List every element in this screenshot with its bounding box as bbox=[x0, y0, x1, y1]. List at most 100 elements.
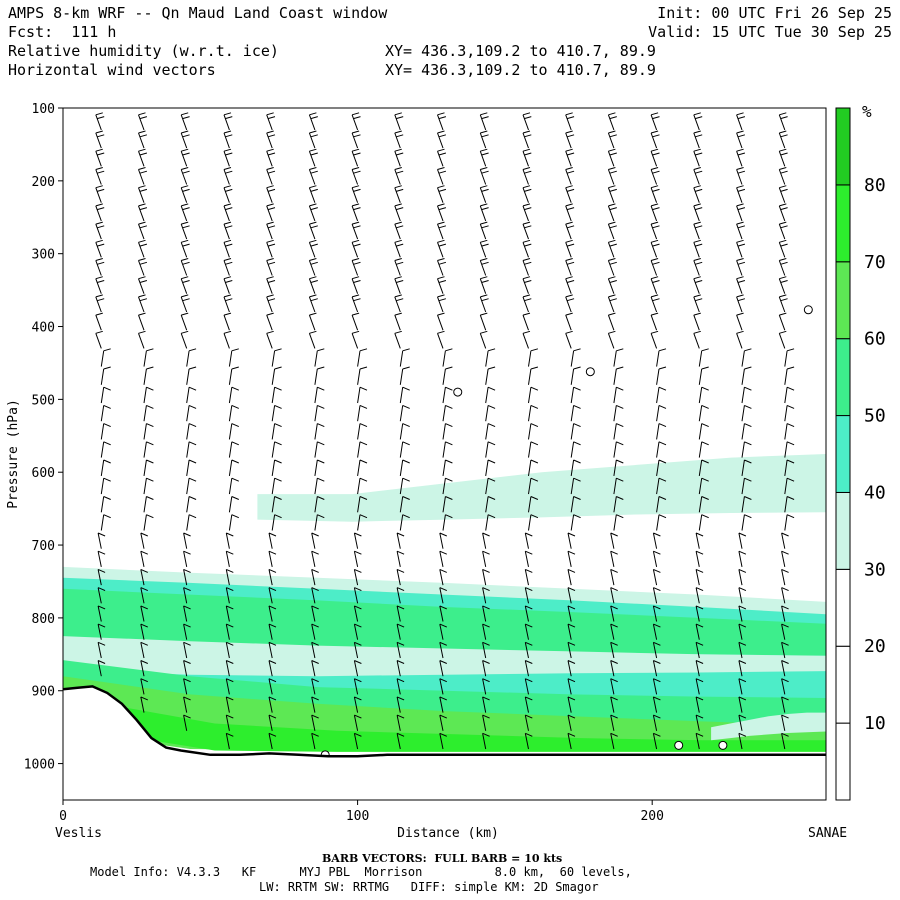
wind-barb-390 bbox=[565, 330, 573, 349]
wind-barb-476 bbox=[652, 623, 661, 640]
model-info-line-1: Model Info: V4.3.3 KF MYJ PBL Morrison 8… bbox=[90, 865, 632, 879]
wind-barb-294 bbox=[442, 496, 453, 513]
wind-barb-175 bbox=[308, 239, 318, 258]
wind-barb-292 bbox=[442, 459, 453, 476]
wind-barb-536 bbox=[741, 441, 752, 458]
wind-barb-404 bbox=[567, 587, 576, 604]
wind-barb-92 bbox=[183, 623, 191, 640]
wind-barb-321 bbox=[485, 348, 496, 367]
wind-barb-20 bbox=[100, 477, 111, 495]
wind-barb-253 bbox=[399, 386, 410, 404]
wind-barb-576 bbox=[781, 532, 789, 549]
wind-barb-112 bbox=[228, 366, 239, 385]
wind-barb-421 bbox=[607, 258, 617, 276]
wind-barb-85 bbox=[186, 496, 197, 513]
wind-barb-517 bbox=[695, 732, 704, 750]
wind-barb-497 bbox=[698, 366, 709, 385]
wind-barb-45 bbox=[143, 366, 154, 385]
colorbar-label-4: 50 bbox=[864, 406, 886, 427]
wind-barb-239 bbox=[394, 130, 404, 149]
wind-barb-129 bbox=[225, 678, 234, 695]
wind-barb-27 bbox=[97, 605, 106, 622]
wind-barb-260 bbox=[399, 514, 410, 531]
wind-barb-8 bbox=[95, 258, 105, 276]
wind-barb-86 bbox=[186, 514, 197, 531]
wind-barb-538 bbox=[741, 477, 752, 495]
wind-barb-553 bbox=[778, 112, 788, 131]
wind-barb-471 bbox=[652, 532, 661, 549]
wind-barb-414 bbox=[607, 130, 617, 149]
wind-barb-183 bbox=[314, 386, 325, 404]
wind-barb-65 bbox=[180, 130, 190, 149]
wind-barb-544 bbox=[738, 587, 747, 604]
wind-barb-280 bbox=[437, 239, 447, 258]
wind-barb-425 bbox=[607, 330, 616, 349]
wind-barb-313 bbox=[479, 203, 489, 222]
wind-barb-94 bbox=[183, 660, 191, 677]
wind-barb-126 bbox=[225, 623, 234, 640]
wind-barb-431 bbox=[613, 441, 624, 458]
colorbar-segment-7 bbox=[835, 184, 851, 263]
wind-barb-377 bbox=[524, 732, 533, 750]
wind-barb-68 bbox=[180, 185, 190, 203]
wind-barb-428 bbox=[613, 386, 624, 404]
wind-barb-322 bbox=[485, 366, 496, 385]
wind-barb-33 bbox=[138, 148, 148, 167]
wind-barb-429 bbox=[613, 404, 624, 422]
wind-barb-508 bbox=[695, 568, 704, 586]
wind-barb-259 bbox=[399, 496, 410, 513]
colorbar-segment-6 bbox=[835, 261, 851, 340]
wind-barb-167 bbox=[268, 732, 277, 750]
wind-barb-311 bbox=[479, 167, 489, 185]
wind-barb-159 bbox=[268, 587, 277, 604]
wind-barb-534 bbox=[741, 404, 752, 422]
wind-barb-95 bbox=[183, 678, 191, 695]
wind-barb-502 bbox=[698, 459, 709, 476]
wind-barb-289 bbox=[442, 404, 453, 422]
wind-barb-526 bbox=[736, 258, 746, 276]
wind-barb-149 bbox=[271, 404, 282, 422]
terrain-line bbox=[62, 685, 826, 758]
wind-barb-317 bbox=[479, 276, 489, 294]
wind-barb-298 bbox=[439, 568, 447, 586]
wind-barb-47 bbox=[143, 404, 154, 422]
wind-barb-535 bbox=[741, 423, 752, 440]
wind-barb-104 bbox=[223, 221, 233, 240]
wind-barb-127 bbox=[225, 641, 234, 659]
wind-barb-398 bbox=[570, 477, 581, 495]
wind-barb-580 bbox=[781, 605, 789, 622]
wind-barb-300 bbox=[439, 605, 447, 622]
wind-barb-506 bbox=[695, 532, 704, 549]
wind-barb-222 bbox=[357, 459, 368, 476]
wind-barb-158 bbox=[268, 568, 277, 586]
wind-barb-252 bbox=[399, 366, 410, 385]
wind-barb-407 bbox=[567, 641, 576, 659]
wind-barb-248 bbox=[394, 294, 404, 313]
wind-barb-115 bbox=[228, 423, 239, 440]
wind-barb-144 bbox=[266, 312, 274, 331]
wind-barb-442 bbox=[610, 641, 618, 659]
wind-barb-393 bbox=[570, 386, 581, 404]
wind-barb-560 bbox=[778, 239, 788, 258]
wind-barb-98 bbox=[223, 112, 233, 131]
wind-barb-251 bbox=[399, 348, 410, 367]
wind-barb-518 bbox=[736, 112, 746, 131]
wind-barb-475 bbox=[652, 605, 661, 622]
wind-barb-82 bbox=[186, 441, 197, 458]
wind-barb-447 bbox=[610, 732, 618, 750]
wind-barb-205 bbox=[351, 148, 361, 167]
barb-note: BARB VECTORS: FULL BARB = 10 kts bbox=[322, 852, 563, 865]
wind-barb-422 bbox=[607, 276, 617, 294]
wind-barb-282 bbox=[437, 276, 447, 294]
wind-barb-83 bbox=[186, 459, 197, 476]
wind-barb-419 bbox=[607, 221, 617, 240]
y-tick-label-9: 1000 bbox=[24, 758, 55, 773]
wind-barb-465 bbox=[656, 423, 667, 440]
wind-barb-450 bbox=[650, 148, 660, 167]
wind-barb-242 bbox=[394, 185, 404, 203]
wind-barb-19 bbox=[100, 459, 111, 476]
wind-barb-587 bbox=[781, 732, 789, 750]
wind-barb-46 bbox=[143, 386, 154, 404]
wind-barb-11 bbox=[95, 312, 103, 331]
wind-barb-41 bbox=[138, 294, 148, 313]
